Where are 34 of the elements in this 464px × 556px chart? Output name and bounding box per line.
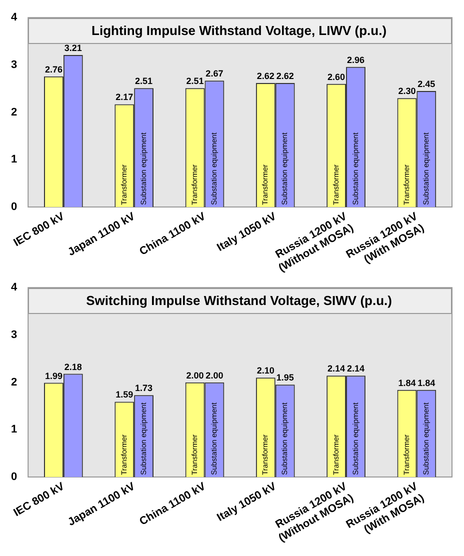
y-tick-label: 1 (10, 424, 18, 436)
data-label: 2.14 (328, 364, 346, 374)
data-label: 2.67 (206, 68, 224, 79)
y-tick-label: 2 (10, 376, 18, 388)
data-label: 2.76 (44, 64, 62, 74)
data-label: 3.21 (64, 42, 82, 53)
x-tick-label: China 1100 kV (138, 210, 208, 258)
data-label: 1.95 (276, 372, 294, 383)
data-label: 2.10 (256, 366, 274, 376)
data-label: 2.62 (276, 70, 294, 81)
data-label: 2.96 (346, 54, 365, 65)
data-label: 2.00 (206, 370, 224, 380)
data-label: 2.51 (186, 76, 204, 86)
data-label: 2.00 (186, 370, 204, 380)
y-tick-label: 1 (10, 154, 18, 166)
data-label: 2.14 (346, 364, 365, 374)
data-label: 1.84 (418, 378, 436, 388)
data-label: 2.45 (418, 78, 436, 89)
y-tick-label: 3 (10, 328, 18, 341)
data-label: 2.51 (135, 76, 153, 86)
y-tick-label: 4 (10, 12, 18, 24)
data-label: 2.17 (116, 92, 134, 102)
data-label: 2.62 (256, 70, 274, 81)
y-tick-label: 4 (10, 282, 18, 294)
data-label: 2.60 (328, 72, 346, 82)
data-label: 1.99 (44, 370, 62, 381)
y-tick-label: 2 (10, 106, 18, 118)
data-label: 1.73 (135, 383, 153, 394)
data-label: 1.59 (116, 390, 134, 400)
data-label: 1.84 (398, 378, 416, 388)
x-tick-label: China 1100 kV (138, 480, 208, 528)
y-tick-label: 3 (10, 58, 18, 71)
data-label: 2.30 (398, 86, 416, 96)
data-label: 2.18 (64, 362, 82, 372)
